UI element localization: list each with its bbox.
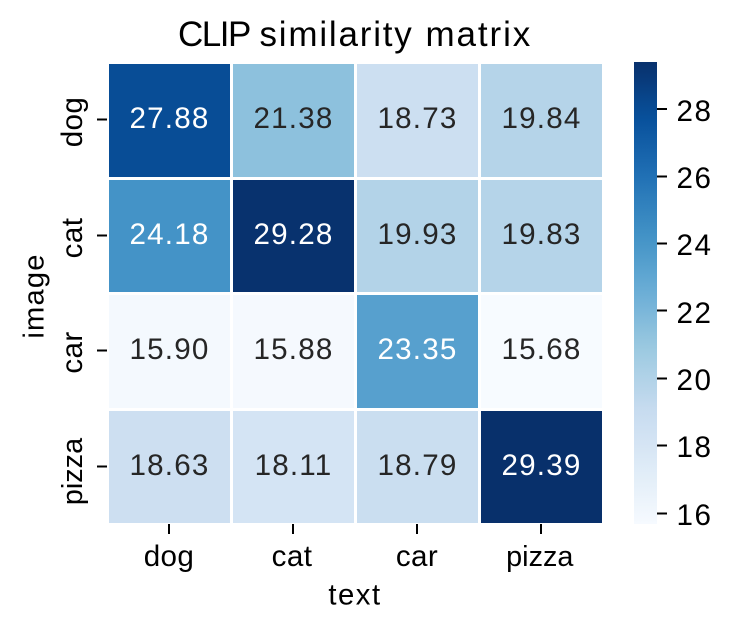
svg-text:28: 28 — [677, 95, 713, 128]
svg-text:19.84: 19.84 — [501, 102, 581, 135]
svg-text:20: 20 — [677, 364, 713, 397]
svg-text:29.39: 29.39 — [501, 449, 581, 482]
svg-text:CLIP: CLIP — [178, 15, 250, 54]
svg-text:similarity: similarity — [260, 15, 414, 54]
svg-text:pizza: pizza — [57, 437, 89, 505]
svg-text:cat: cat — [272, 540, 313, 573]
svg-text:23.35: 23.35 — [377, 333, 457, 366]
svg-text:26: 26 — [677, 162, 713, 195]
svg-text:19.83: 19.83 — [501, 218, 581, 251]
svg-text:27.88: 27.88 — [129, 102, 209, 135]
svg-text:18: 18 — [677, 431, 713, 464]
svg-text:24.18: 24.18 — [129, 218, 209, 251]
svg-text:21.38: 21.38 — [253, 102, 333, 135]
svg-text:19.93: 19.93 — [377, 218, 457, 251]
svg-text:pizza: pizza — [506, 541, 574, 573]
svg-text:18.63: 18.63 — [129, 449, 209, 482]
svg-text:cat: cat — [56, 218, 89, 259]
svg-text:22: 22 — [677, 297, 713, 330]
svg-text:15.88: 15.88 — [253, 333, 333, 366]
svg-text:car: car — [396, 540, 438, 573]
svg-text:text: text — [328, 579, 381, 612]
svg-text:18.11: 18.11 — [255, 449, 333, 482]
svg-text:matrix: matrix — [426, 15, 533, 54]
svg-text:15.68: 15.68 — [501, 333, 581, 366]
svg-text:18.73: 18.73 — [377, 102, 457, 135]
svg-text:16: 16 — [677, 499, 713, 532]
svg-text:15.90: 15.90 — [129, 333, 209, 366]
svg-text:dog: dog — [56, 97, 89, 148]
svg-text:car: car — [56, 331, 89, 373]
svg-text:dog: dog — [144, 540, 195, 573]
svg-text:18.79: 18.79 — [377, 449, 457, 482]
svg-text:29.28: 29.28 — [253, 218, 333, 251]
svg-text:image: image — [19, 253, 51, 338]
svg-text:24: 24 — [677, 229, 713, 262]
